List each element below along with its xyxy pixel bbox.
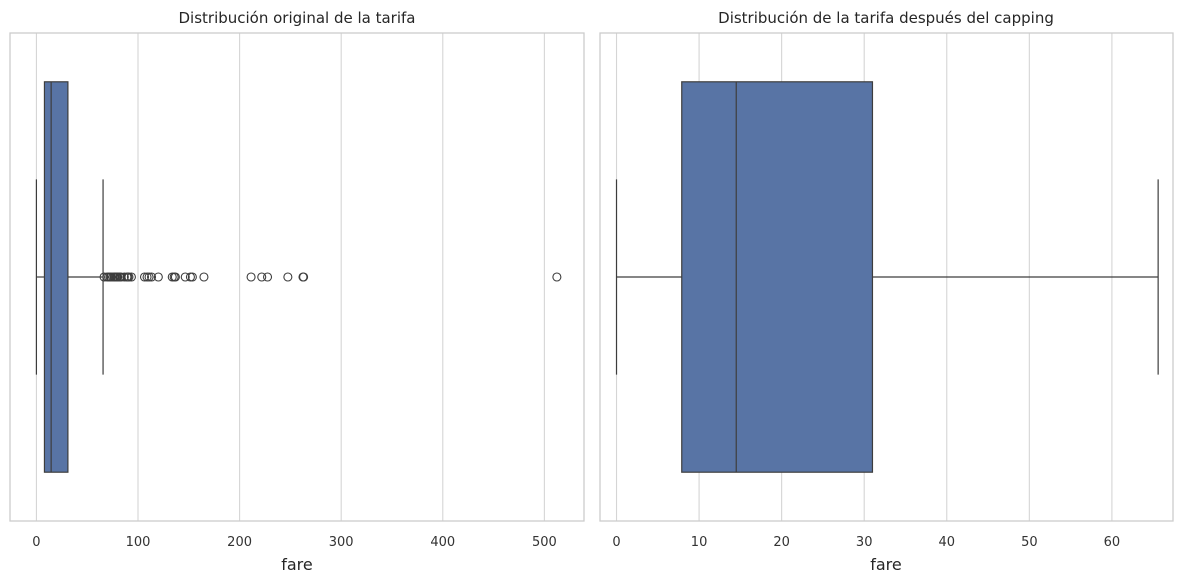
x-tick-label: 20 xyxy=(773,535,790,550)
outlier-point xyxy=(180,272,190,282)
outlier-point xyxy=(257,272,267,282)
chart-title-capped: Distribución de la tarifa después del ca… xyxy=(718,9,1054,27)
x-tick-label: 60 xyxy=(1104,535,1121,550)
x-tick-label: 0 xyxy=(612,535,620,550)
outlier-point xyxy=(185,272,195,282)
outlier-point xyxy=(124,272,134,282)
chart-panel-original: Distribución original de la tarifa 0 100 2… xyxy=(9,9,585,574)
x-tick-label: 10 xyxy=(691,535,708,550)
iqr-box xyxy=(681,81,874,473)
x-tick-label: 50 xyxy=(1021,535,1038,550)
x-tick-label: 400 xyxy=(430,535,455,550)
x-ticks-original: 0 100 200 300 400 500 xyxy=(32,535,557,550)
x-tick-label: 30 xyxy=(856,535,873,550)
x-tick-label: 0 xyxy=(32,535,40,550)
grid-original xyxy=(35,33,545,521)
outlier-point xyxy=(126,272,136,282)
x-tick-label: 200 xyxy=(227,535,252,550)
outlier-point xyxy=(144,272,154,282)
x-axis-label-capped: fare xyxy=(870,555,902,574)
chart-panel-capped: Distribución de la tarifa después del ca… xyxy=(599,9,1174,574)
outlier-point xyxy=(299,272,309,282)
x-tick-label: 40 xyxy=(938,535,955,550)
outlier-point xyxy=(146,272,157,282)
chart-title-original: Distribución original de la tarifa xyxy=(178,9,415,27)
outlier-point xyxy=(119,272,129,282)
outlier-point xyxy=(552,272,562,282)
plot-frame-capped xyxy=(599,32,1174,522)
x-axis-label-original: fare xyxy=(281,555,313,574)
outlier-point xyxy=(199,272,209,282)
boxplot-capped xyxy=(615,81,1159,473)
outlier-point xyxy=(170,272,180,282)
outlier-point xyxy=(262,272,273,282)
x-ticks-capped: 0 10 20 30 40 50 60 xyxy=(612,535,1120,550)
plot-frame-original xyxy=(9,32,585,522)
x-tick-label: 100 xyxy=(126,535,151,550)
outlier-point xyxy=(246,272,256,282)
x-tick-label: 300 xyxy=(329,535,354,550)
outlier-point xyxy=(99,272,109,282)
outlier-point xyxy=(283,272,293,282)
outlier-point xyxy=(187,272,197,282)
boxplot-original xyxy=(35,81,104,473)
outlier-point xyxy=(153,272,163,282)
outlier-point xyxy=(139,272,150,282)
outliers-original xyxy=(99,272,562,282)
iqr-box xyxy=(43,81,69,473)
x-tick-label: 500 xyxy=(532,535,557,550)
